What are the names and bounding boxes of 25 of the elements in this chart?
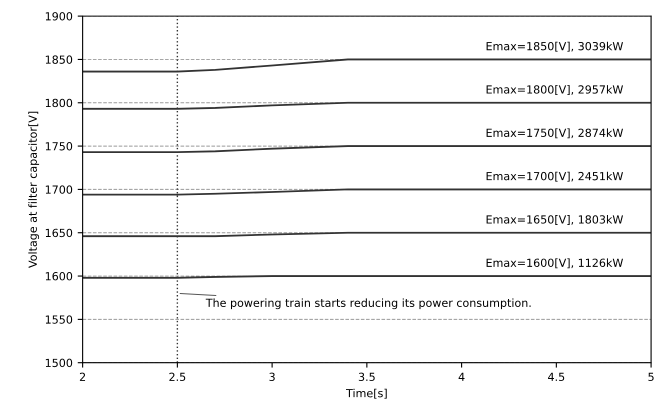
series-label: Emax=1650[V], 1803kW [486, 215, 624, 225]
y-tick-label: 1600 [46, 272, 72, 280]
x-tick-label: 2 [80, 372, 86, 381]
y-tick-label: 1900 [46, 12, 72, 20]
x-tick-label: 3.5 [358, 372, 375, 382]
annotation: The powering train starts reducing its power consumption. [206, 298, 531, 310]
x-tick-label: 2.5 [169, 372, 186, 382]
y-axis-title: Voltage at filter capacitor[V] [28, 112, 40, 268]
y-tick-label: 1500 [46, 358, 72, 368]
series-label: Emax=1600[V], 1126kW [486, 258, 624, 268]
series-label: Emax=1850[V], 3039kW [486, 42, 624, 52]
y-tick-label: 1550 [46, 315, 72, 324]
series-label: Emax=1800[V], 2957kW [486, 85, 624, 95]
x-tick-label: 4 [458, 372, 465, 381]
series-label: Emax=1750[V], 2874kW [486, 128, 624, 138]
y-tick-label: 1750 [46, 142, 72, 150]
y-tick-label: 1800 [46, 98, 72, 108]
y-tick-label: 1650 [46, 228, 72, 238]
y-tick-label: 1700 [46, 185, 72, 194]
y-tick-label: 1850 [46, 55, 72, 64]
x-axis-title: Time[s] [346, 388, 387, 399]
x-tick-label: 5 [648, 372, 654, 382]
x-tick-label: 3 [269, 372, 275, 382]
x-tick-label: 4.5 [548, 372, 564, 382]
series-label: Emax=1700[V], 2451kW [486, 172, 624, 182]
